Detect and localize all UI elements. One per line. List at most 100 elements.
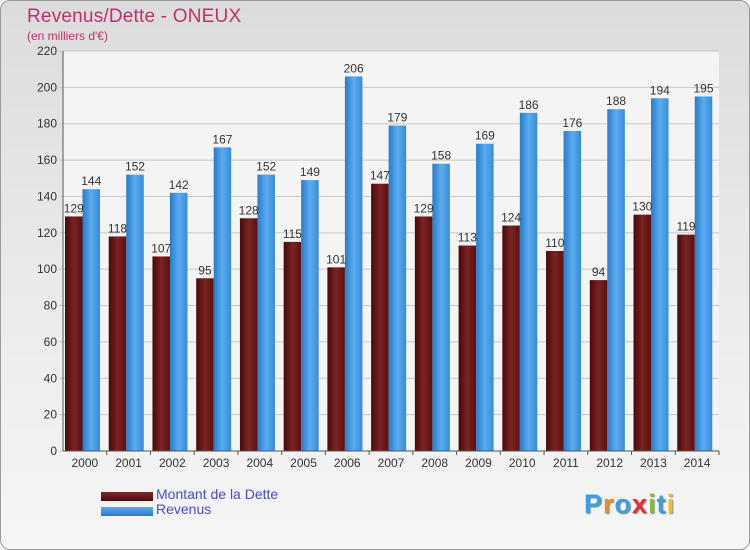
y-tick-label: 140 [37, 189, 57, 203]
data-label-debt: 130 [632, 200, 652, 214]
legend-swatch-debt [101, 492, 153, 501]
logo-letter: t [656, 489, 667, 519]
bar-debt [589, 280, 608, 451]
bar-revenue [301, 180, 319, 451]
data-label-revenue: 158 [431, 149, 451, 163]
bar-revenue [476, 143, 494, 451]
y-tick-label: 100 [37, 262, 57, 276]
x-tick-label: 2007 [378, 456, 405, 470]
legend-swatch-revenue [101, 507, 153, 516]
data-label-debt: 95 [198, 263, 212, 277]
legend-label-debt: Montant de la Dette [156, 486, 279, 502]
bar-debt [65, 216, 83, 451]
x-tick-label: 2013 [640, 456, 667, 470]
data-label-revenue: 144 [81, 174, 101, 188]
y-tick-label: 160 [37, 153, 57, 167]
data-label-revenue: 194 [650, 83, 670, 97]
y-tick-label: 180 [37, 117, 57, 131]
logo-letter: i [648, 489, 657, 519]
data-label-revenue: 167 [212, 132, 232, 146]
y-tick-label: 20 [44, 408, 58, 422]
data-label-revenue: 149 [300, 165, 320, 179]
data-label-revenue: 195 [694, 81, 714, 95]
x-tick-label: 2001 [115, 456, 142, 470]
logo-letter: i [666, 489, 676, 519]
data-label-debt: 107 [151, 241, 171, 255]
y-tick-label: 40 [44, 371, 58, 385]
bar-debt [371, 183, 389, 451]
bar-revenue [126, 174, 144, 452]
data-label-revenue: 206 [344, 61, 364, 75]
y-tick-label: 0 [50, 444, 57, 458]
x-tick-label: 2009 [465, 456, 492, 470]
data-label-revenue: 176 [562, 116, 582, 130]
data-label-debt: 128 [239, 203, 259, 217]
proxiti-logo: Proxiti [584, 489, 675, 520]
chart-title: Revenus/Dette - ONEUX [27, 6, 242, 27]
data-label-debt: 147 [370, 169, 390, 183]
data-label-revenue: 142 [169, 178, 189, 192]
x-tick-label: 2012 [596, 456, 623, 470]
bar-debt [108, 236, 127, 451]
y-tick-label: 200 [37, 80, 57, 94]
y-tick-label: 60 [44, 335, 58, 349]
data-label-debt: 101 [326, 252, 346, 266]
bar-revenue [388, 125, 407, 451]
x-tick-label: 2011 [553, 456, 579, 470]
chart-subtitle: (en milliers d'€) [27, 29, 108, 43]
x-tick-label: 2004 [246, 456, 273, 470]
bar-revenue [563, 131, 582, 451]
data-label-revenue: 152 [256, 160, 276, 174]
x-tick-label: 2003 [203, 456, 230, 470]
y-tick-label: 220 [37, 44, 57, 58]
x-tick-label: 2014 [684, 456, 711, 470]
bar-debt [283, 241, 302, 451]
y-tick-label: 120 [37, 226, 57, 240]
bar-debt [458, 245, 477, 451]
bar-revenue [519, 112, 538, 452]
x-tick-label: 2000 [72, 456, 99, 470]
data-label-debt: 110 [545, 236, 564, 250]
data-label-revenue: 179 [387, 111, 407, 125]
bar-revenue [213, 147, 232, 451]
bar-revenue [82, 189, 100, 451]
x-tick-label: 2002 [159, 456, 186, 470]
data-label-debt: 118 [108, 221, 127, 235]
data-label-debt: 119 [676, 220, 695, 234]
data-label-revenue: 188 [606, 94, 626, 108]
bar-layer [65, 76, 713, 452]
data-label-revenue: 152 [125, 160, 145, 174]
logo-letter: o [614, 489, 633, 519]
x-tick-label: 2010 [509, 456, 536, 470]
bar-debt [327, 267, 345, 451]
bar-debt [239, 218, 258, 451]
data-label-debt: 94 [592, 265, 606, 279]
bar-revenue [344, 76, 363, 452]
bar-revenue [651, 98, 669, 451]
data-label-debt: 129 [414, 201, 434, 215]
bar-revenue [169, 192, 188, 451]
legend-label-revenue: Revenus [156, 501, 212, 517]
bar-debt [546, 251, 564, 451]
logo-letter: r [603, 489, 615, 519]
data-label-debt: 124 [501, 211, 521, 225]
data-label-debt: 113 [458, 231, 477, 245]
data-label-revenue: 169 [475, 129, 495, 143]
axis-layer: 0 20 40 60 80 100 120 140 160 180 200 220 129 144 2000… [37, 44, 720, 470]
bar-revenue [694, 96, 713, 452]
bar-debt [196, 278, 214, 451]
bar-debt [633, 214, 652, 451]
logo-letter: x [632, 489, 649, 519]
bar-revenue [257, 174, 275, 452]
x-tick-label: 2006 [334, 456, 361, 470]
bar-debt [152, 256, 170, 451]
bar-debt [677, 234, 695, 451]
bar-revenue [432, 163, 450, 451]
x-tick-label: 2005 [290, 456, 317, 470]
data-label-debt: 129 [64, 201, 84, 215]
data-label-revenue: 186 [519, 98, 539, 112]
bar-debt [414, 216, 433, 451]
bar-debt [502, 225, 520, 451]
